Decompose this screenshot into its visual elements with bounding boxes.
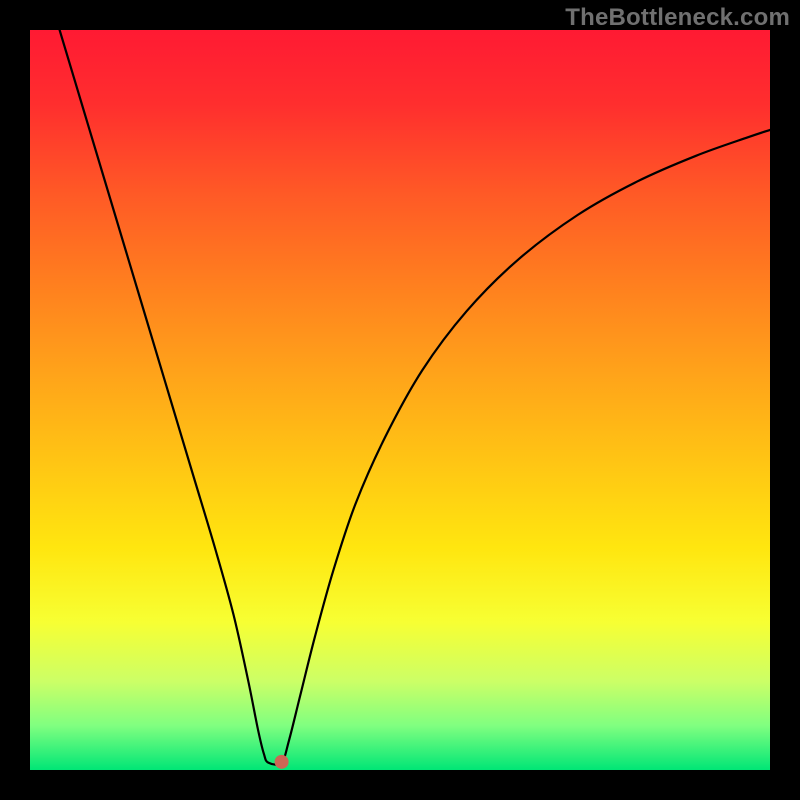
- watermark-text: TheBottleneck.com: [565, 4, 790, 32]
- plot-background: [30, 30, 770, 770]
- minimum-marker: [275, 755, 289, 769]
- chart-svg: [0, 0, 800, 800]
- chart-canvas: TheBottleneck.com: [0, 0, 800, 800]
